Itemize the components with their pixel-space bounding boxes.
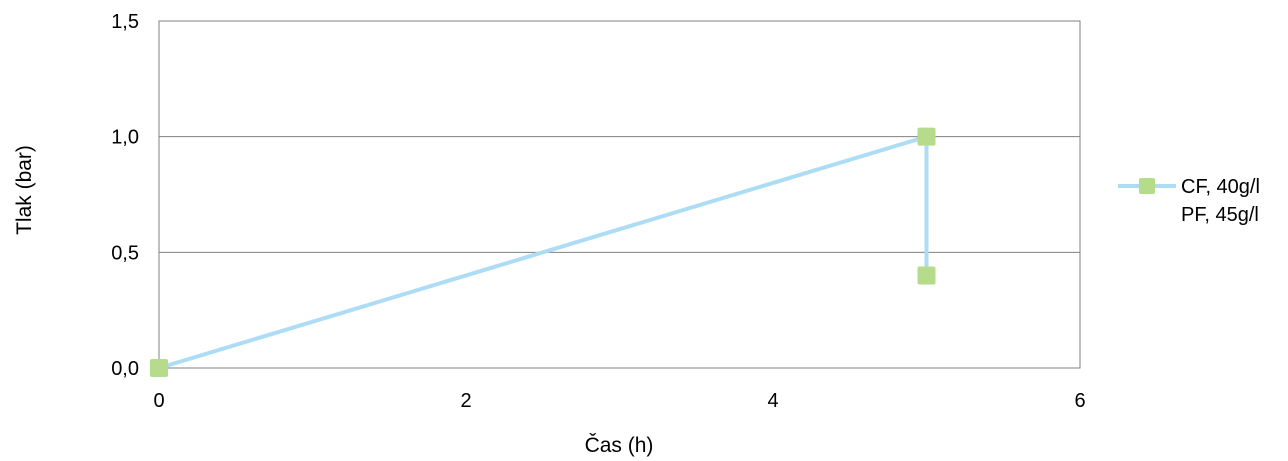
legend-label-line-1: CF, 40g/l bbox=[1181, 176, 1260, 198]
y-tick-label: 0,0 bbox=[111, 358, 139, 380]
data-point-marker bbox=[917, 127, 936, 146]
series-group bbox=[150, 127, 936, 377]
x-tick-label: 0 bbox=[153, 390, 164, 412]
data-point-marker bbox=[917, 266, 936, 285]
x-axis-title: Čas (h) bbox=[585, 434, 654, 457]
plot-area bbox=[158, 20, 1081, 369]
y-tick-label: 0,5 bbox=[111, 242, 139, 264]
legend: CF, 40g/l PF, 45g/l bbox=[1118, 176, 1260, 226]
y-tick-label: 1,0 bbox=[111, 127, 139, 149]
legend-label-line-2: PF, 45g/l bbox=[1181, 204, 1259, 226]
x-tick-label: 6 bbox=[1074, 390, 1085, 412]
y-tick-label: 1,5 bbox=[111, 11, 139, 33]
y-tick-labels: 0,0 0,5 1,0 1,5 bbox=[111, 11, 139, 380]
x-tick-label: 4 bbox=[767, 390, 778, 412]
legend-marker bbox=[1139, 178, 1155, 194]
x-tick-label: 2 bbox=[460, 390, 471, 412]
y-axis-title: Tlak (bar) bbox=[13, 145, 36, 235]
x-tick-labels: 0 2 4 6 bbox=[153, 390, 1085, 412]
data-point-marker bbox=[150, 359, 168, 377]
gridlines bbox=[159, 20, 1080, 369]
